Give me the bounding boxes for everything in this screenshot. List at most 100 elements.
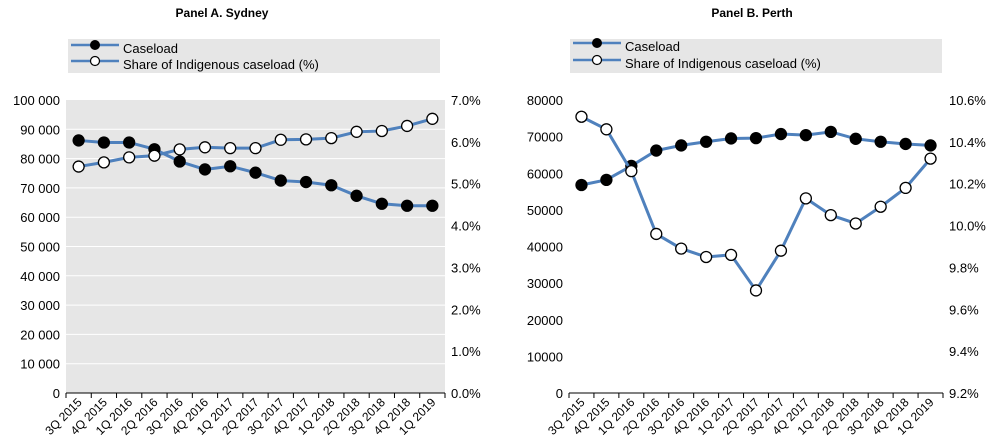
y-left-tick-label: 10000 <box>527 349 563 364</box>
y-right-tick-label: 9.4% <box>949 344 979 359</box>
share-point <box>249 141 262 155</box>
y-left-tick-label: 30000 <box>527 276 563 291</box>
legend-item-caseload: Caseload <box>71 40 178 56</box>
share-point <box>600 123 613 136</box>
panel-perth: Panel B. Perth Caseload Share of Indigen… <box>500 0 1000 448</box>
y-right-tick-label: 7.0% <box>451 93 481 108</box>
y-right-tick-label: 3.0% <box>451 260 481 275</box>
share-point <box>799 192 813 205</box>
y-right-tick-label: 9.6% <box>949 302 979 317</box>
y-left-tick-label: 90 000 <box>20 122 60 137</box>
share-point <box>299 133 313 146</box>
legend-label: Share of Indigenous caseload (%) <box>123 57 319 72</box>
share-point <box>724 248 738 262</box>
share-point <box>97 156 111 169</box>
chart-sydney: 0 10 000 20 000 30 000 40 000 50 000 60 000 70 … <box>13 93 481 438</box>
panel-title: Panel B. Perth <box>711 6 793 20</box>
share-point <box>874 200 887 213</box>
share-point <box>274 133 287 146</box>
caseload-point <box>924 139 937 152</box>
share-point <box>426 112 439 125</box>
share-point <box>375 124 388 138</box>
legend-marker-hollow-icon <box>71 55 119 67</box>
legend-label: Caseload <box>123 41 178 56</box>
caseload-point <box>299 175 313 189</box>
legend-label: Share of Indigenous caseload (%) <box>625 56 821 71</box>
caseload-point <box>325 179 338 192</box>
y-right-tick-label: 4.0% <box>451 219 481 234</box>
y-right-tick-label: 5.0% <box>451 177 481 192</box>
share-point <box>72 160 85 173</box>
caseload-point <box>699 135 713 148</box>
caseload-point <box>650 144 663 157</box>
legend-marker-filled-icon <box>573 38 621 48</box>
caseload-point <box>724 132 738 145</box>
caseload-point <box>874 135 887 148</box>
caseload-point <box>123 136 136 149</box>
caseload-point <box>849 132 862 145</box>
caseload-point <box>575 178 588 192</box>
share-point <box>625 165 638 178</box>
caseload-point <box>173 155 186 168</box>
caseload-point <box>600 173 613 186</box>
share-point <box>224 141 237 155</box>
y-left-tick-label: 40000 <box>527 240 563 255</box>
share-point <box>123 151 136 164</box>
panel-title: Panel A. Sydney <box>175 6 269 20</box>
share-point <box>350 125 363 138</box>
caseload-point <box>774 127 788 141</box>
y-left-tick-label: 80 000 <box>20 152 60 167</box>
share-point <box>400 119 414 133</box>
y-left-tick-label: 20 000 <box>20 327 60 342</box>
legend: Caseload Share of Indigenous caseload (%… <box>570 38 942 73</box>
caseload-point <box>400 199 414 212</box>
y-left-tick-label: 30 000 <box>20 298 60 313</box>
legend-item-share: Share of Indigenous caseload (%) <box>71 55 319 72</box>
caseload-point <box>198 163 212 176</box>
y-right-tick-label: 10.2% <box>949 177 986 192</box>
y-left-tick-label: 100 000 <box>13 93 60 108</box>
y-left-tick-label: 10 000 <box>20 357 60 372</box>
y-right-tick-label: 10.4% <box>949 135 986 150</box>
share-point <box>148 149 161 162</box>
share-point <box>824 208 837 222</box>
legend-item-share: Share of Indigenous caseload (%) <box>573 54 821 71</box>
y-right-tick-label: 9.2% <box>949 386 979 401</box>
y-left-tick-label: 50000 <box>527 203 563 218</box>
y-right-tick-label: 6.0% <box>451 135 481 150</box>
legend: Caseload Share of Indigenous caseload (%… <box>68 39 440 73</box>
y-right-tick-label: 0.0% <box>451 386 481 401</box>
caseload-point <box>350 189 363 202</box>
share-point <box>924 152 937 165</box>
y-left-tick-label: 70 000 <box>20 181 60 196</box>
caseload-point <box>274 174 287 187</box>
share-point <box>675 242 688 255</box>
caseload-point <box>375 197 388 210</box>
share-point <box>575 110 588 123</box>
caseload-point <box>749 131 763 145</box>
caseload-point <box>72 134 85 147</box>
y-left-tick-label: 0 <box>556 386 563 401</box>
y-right-tick-label: 10.6% <box>949 93 986 108</box>
chart-perth: 0 10000 20000 30000 40000 50000 60000 70000 8000… <box>527 93 986 438</box>
y-left-tick-label: 20000 <box>527 313 563 328</box>
share-point <box>173 143 186 156</box>
caseload-point <box>97 136 111 149</box>
y-left-tick-label: 40 000 <box>20 269 60 284</box>
share-point <box>774 244 788 257</box>
caseload-point <box>224 160 237 173</box>
y-left-tick-label: 60 000 <box>20 210 60 225</box>
share-point <box>699 250 713 264</box>
caseload-point <box>824 125 837 139</box>
y-left-tick-label: 60000 <box>527 166 563 181</box>
caseload-point <box>899 137 912 151</box>
panel-sydney: Panel A. Sydney Caseload Share of Indige… <box>13 6 481 438</box>
share-point <box>325 131 338 145</box>
share-point <box>899 181 912 195</box>
y-left-tick-label: 70000 <box>527 130 563 145</box>
y-left-tick-label: 80000 <box>527 93 563 108</box>
caseload-point <box>675 139 688 152</box>
y-right-tick-label: 1.0% <box>451 344 481 359</box>
legend-item-caseload: Caseload <box>573 38 680 54</box>
y-left-tick-label: 50 000 <box>20 240 60 255</box>
